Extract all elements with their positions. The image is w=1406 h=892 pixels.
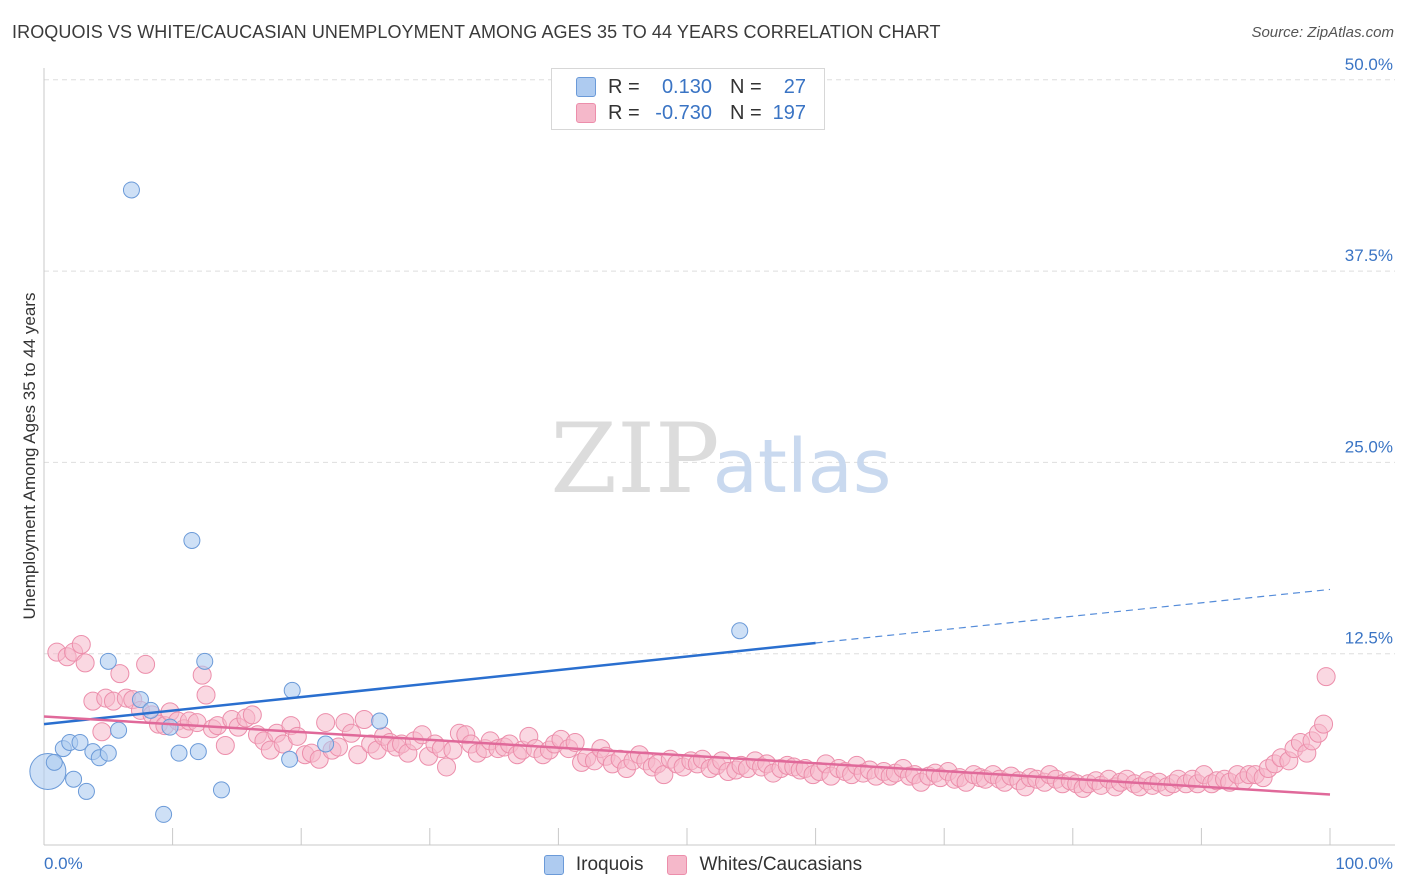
white-caucasian-point (565, 732, 585, 752)
trend-lines (43, 588, 1331, 796)
legend-item-iroquois[interactable]: Iroquois (543, 854, 644, 876)
white-caucasian-point (348, 745, 368, 765)
iroquois-point (281, 750, 299, 768)
iroquois-point (317, 735, 335, 753)
y-tick-label: 25.0% (1345, 437, 1393, 456)
tick-labels: 12.5% 25.0% 37.5% 50.0% 0.0% 100.0% (44, 55, 1393, 873)
legend-label: Whites/Caucasians (699, 854, 863, 875)
white-caucasian-trend-line (43, 715, 1331, 796)
whites-swatch (576, 103, 596, 123)
x-tick-label: 0.0% (44, 854, 83, 873)
iroquois-point (161, 718, 179, 736)
iroquois-point (45, 753, 63, 771)
white-caucasian-point (242, 705, 262, 725)
white-caucasian-point (110, 664, 130, 684)
iroquois-point (110, 721, 128, 739)
n-key: N = (730, 75, 762, 98)
whites-swatch (667, 855, 688, 875)
white-caucasian-point (354, 710, 374, 730)
legend-row-whites: R = -0.730 N = 197 (576, 100, 806, 126)
watermark-zip: ZIP (550, 403, 719, 515)
white-caucasian-point (215, 736, 235, 756)
iroquois-trend-line (43, 641, 816, 726)
iroquois-point (155, 805, 173, 823)
iroquois-point (99, 652, 117, 670)
white-caucasian-point (309, 749, 329, 769)
iroquois-swatch (543, 855, 564, 875)
white-caucasian-point (92, 722, 112, 742)
white-caucasian-points (47, 635, 1336, 798)
iroquois-point (142, 701, 160, 719)
white-caucasian-point (1316, 667, 1336, 687)
r-key: R = (608, 75, 640, 98)
chart-title: IROQUOIS VS WHITE/CAUCASIAN UNEMPLOYMENT… (12, 22, 941, 42)
iroquois-swatch (576, 77, 596, 97)
legend-item-whites[interactable]: Whites/Caucasians (667, 854, 862, 876)
series-legend: Iroquois Whites/Caucasians (0, 852, 1406, 878)
white-caucasian-point (316, 713, 336, 733)
r-value: -0.730 (655, 101, 712, 124)
iroquois-trend-extension (815, 588, 1331, 644)
iroquois-point (371, 712, 389, 730)
white-caucasian-point (287, 726, 307, 746)
n-key: N = (730, 101, 762, 124)
r-key: R = (608, 101, 640, 124)
legend-label: Iroquois (575, 854, 644, 875)
grid-layer (44, 79, 1395, 655)
iroquois-points (29, 181, 749, 823)
iroquois-point (122, 181, 140, 199)
y-tick-label: 12.5% (1345, 629, 1393, 648)
white-caucasian-point (443, 740, 463, 760)
iroquois-point (189, 743, 207, 761)
y-tick-label: 50.0% (1345, 55, 1393, 74)
white-caucasian-point (1314, 714, 1334, 734)
y-axis-label: Unemployment Among Ages 35 to 44 years (20, 292, 39, 620)
iroquois-point (131, 691, 149, 709)
white-caucasian-point (71, 635, 91, 655)
white-caucasian-point (196, 685, 216, 705)
r-value: 0.130 (661, 75, 712, 98)
iroquois-point (196, 652, 214, 670)
iroquois-point (71, 733, 89, 751)
source-label: Source: ZipAtlas.com (1251, 24, 1394, 41)
iroquois-point (183, 531, 201, 549)
iroquois-point (77, 782, 95, 800)
watermark-atlas: atlas (713, 424, 892, 510)
iroquois-point (731, 622, 749, 640)
white-caucasian-point (437, 757, 457, 777)
axis-layer (43, 68, 1395, 846)
iroquois-point (212, 781, 230, 799)
iroquois-point (65, 770, 83, 788)
white-caucasian-point (136, 654, 156, 674)
watermark: ZIP atlas (550, 403, 891, 515)
white-caucasian-point (75, 653, 95, 673)
iroquois-point (283, 681, 301, 699)
iroquois-point (99, 744, 117, 762)
y-tick-label: 37.5% (1345, 246, 1393, 265)
x-tick-label: 100.0% (1335, 854, 1393, 873)
iroquois-point (170, 744, 188, 762)
n-value: 27 (783, 75, 806, 98)
n-value: 197 (772, 101, 806, 124)
white-caucasian-point (341, 723, 361, 743)
legend-row-iroquois: R = 0.130 N = 27 (576, 74, 806, 100)
correlation-legend: R = 0.130 N = 27 R = -0.730 N = 197 (551, 68, 825, 130)
